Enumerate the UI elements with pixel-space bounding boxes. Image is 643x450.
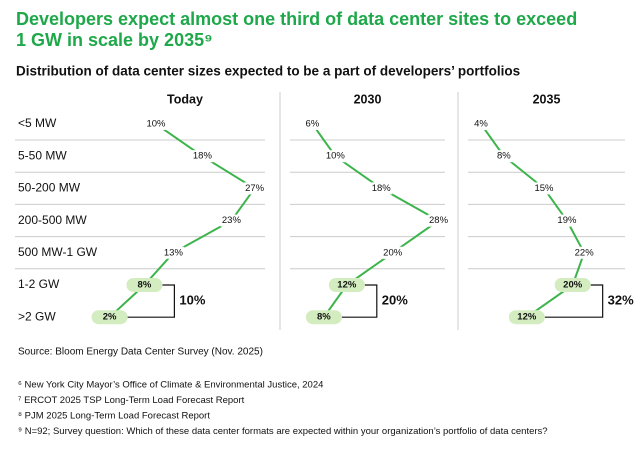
value-label: 15%	[534, 183, 554, 194]
category-label: 200-500 MW	[18, 213, 87, 227]
value-label: 4%	[474, 119, 488, 130]
footnote: ⁷ ERCOT 2025 TSP Long-Term Load Forecast…	[18, 395, 245, 406]
label-bg	[381, 246, 404, 259]
category-label: 5-50 MW	[18, 148, 67, 162]
label-bg	[370, 182, 393, 195]
value-label: 27%	[245, 183, 265, 194]
total-label: 32%	[608, 293, 634, 308]
category-label: >2 GW	[18, 309, 56, 323]
value-label: 8%	[497, 151, 511, 162]
category-label: 1-2 GW	[18, 277, 60, 291]
total-bracket	[127, 284, 175, 318]
total-label: 20%	[382, 293, 408, 308]
label-bg	[191, 150, 214, 163]
value-label: 20%	[563, 280, 583, 291]
label-pill	[554, 278, 591, 292]
label-bg	[555, 214, 578, 227]
label-pill	[328, 278, 365, 292]
category-label: <5 MW	[18, 116, 57, 130]
footnote: ⁹ N=92; Survey question: Which of these …	[18, 426, 548, 437]
label-bg	[469, 118, 492, 130]
value-label: 12%	[337, 280, 357, 291]
value-label: 8%	[138, 280, 152, 291]
label-bg	[162, 246, 185, 259]
label-pill	[508, 310, 545, 325]
value-label: 18%	[372, 183, 392, 194]
value-label: 10%	[146, 119, 166, 130]
value-label: 12%	[517, 312, 537, 323]
label-bg	[324, 150, 347, 163]
chart-subtitle: Distribution of data center sizes expect…	[16, 64, 520, 79]
chart-title: 1 GW in scale by 2035⁹	[16, 30, 213, 50]
label-pill	[305, 310, 342, 325]
label-pill	[91, 310, 128, 325]
footnote: ⁸ PJM 2025 Long-Term Load Forecast Repor…	[18, 411, 210, 422]
value-label: 13%	[164, 247, 184, 258]
label-bg	[573, 246, 596, 259]
value-label: 20%	[383, 247, 403, 258]
source: Source: Bloom Energy Data Center Survey …	[18, 347, 263, 358]
panel-header: 2035	[533, 92, 561, 106]
value-label: 28%	[429, 215, 449, 226]
value-label: 2%	[103, 312, 117, 323]
label-bg	[492, 150, 515, 163]
category-label: 50-200 MW	[18, 181, 81, 195]
category-label: 500 MW-1 GW	[18, 245, 98, 259]
panel-header: 2030	[354, 92, 382, 106]
total-bracket	[544, 284, 604, 318]
panel-header: Today	[167, 92, 203, 106]
total-label: 10%	[179, 293, 205, 308]
value-label: 19%	[557, 215, 577, 226]
footnote: ⁶ New York City Mayor’s Office of Climat…	[18, 380, 323, 391]
value-label: 22%	[575, 247, 595, 258]
value-label: 8%	[317, 312, 331, 323]
label-bg	[427, 214, 450, 227]
label-bg	[533, 182, 555, 195]
value-label: 23%	[222, 215, 242, 226]
label-bg	[220, 214, 243, 227]
value-label: 6%	[306, 119, 320, 130]
label-pill	[126, 278, 163, 292]
value-label: 10%	[326, 151, 346, 162]
total-bracket	[341, 284, 378, 318]
label-bg	[243, 182, 266, 195]
label-bg	[145, 118, 167, 130]
chart-title: Developers expect almost one third of da…	[16, 9, 577, 29]
value-label: 18%	[193, 151, 213, 162]
label-bg	[301, 118, 324, 130]
